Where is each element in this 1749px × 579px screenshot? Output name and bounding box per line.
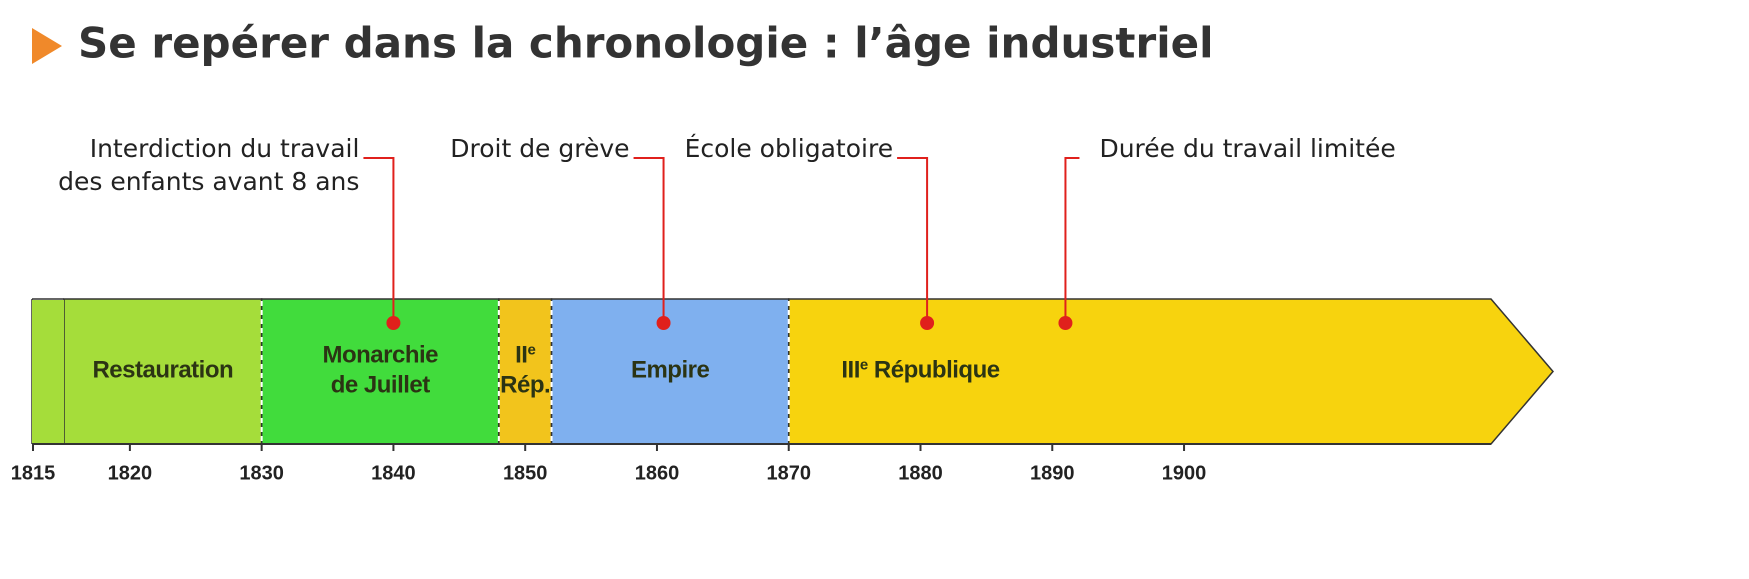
- period-label-text: Empire: [631, 357, 710, 384]
- event-connector: [1064, 157, 1080, 323]
- period-label: IIIe République: [841, 356, 999, 383]
- event-dot: [1058, 316, 1073, 330]
- period-label: Empire: [631, 357, 710, 384]
- event-connector: [633, 157, 665, 323]
- event-label: Interdiction du travail: [90, 134, 360, 163]
- event-label: Droit de grève: [450, 134, 629, 163]
- x-tick-label: 1890: [1030, 462, 1075, 484]
- x-tick-label: 1880: [898, 462, 943, 484]
- period: [260, 298, 500, 445]
- axis-fill: [32, 300, 64, 443]
- period-label-text: II: [515, 342, 527, 369]
- event-dot: [656, 316, 671, 330]
- period-label-text: Monarchie: [322, 342, 438, 369]
- x-tick-label: 1820: [108, 462, 153, 484]
- title: Se repérer dans la chronologie : l’âge i…: [78, 19, 1213, 68]
- period-label-text: de Juillet: [331, 372, 431, 399]
- period-label: IIe: [515, 341, 535, 368]
- event-label: École obligatoire: [685, 134, 894, 163]
- x-tick-label: 1815: [11, 462, 56, 484]
- period-label-text: Rép.: [500, 372, 550, 399]
- period-label-text: République: [868, 357, 1000, 384]
- title-marker: [32, 28, 62, 64]
- period-label: Monarchie: [322, 342, 438, 369]
- period: [63, 298, 263, 445]
- x-tick-label: 1900: [1162, 462, 1207, 484]
- period-label: de Juillet: [331, 372, 431, 399]
- event-connector: [363, 157, 395, 323]
- period: [498, 298, 553, 445]
- period-label: Rép.: [500, 372, 550, 399]
- event-label: Durée du travail limitée: [1099, 134, 1395, 163]
- superscript: e: [860, 356, 868, 373]
- period-label-text: III: [841, 357, 860, 384]
- event-dot: [386, 316, 401, 330]
- x-tick-label: 1860: [635, 462, 680, 484]
- x-tick-label: 1830: [239, 462, 284, 484]
- event-label: des enfants avant 8 ans: [58, 167, 359, 196]
- event-dot: [920, 316, 935, 330]
- period-label-text: Restauration: [92, 357, 233, 384]
- x-tick-label: 1870: [766, 462, 811, 484]
- superscript: e: [527, 341, 535, 358]
- event-connector: [897, 157, 929, 323]
- x-tick-label: 1840: [371, 462, 416, 484]
- x-tick-label: 1850: [503, 462, 548, 484]
- period-label: Restauration: [92, 357, 233, 384]
